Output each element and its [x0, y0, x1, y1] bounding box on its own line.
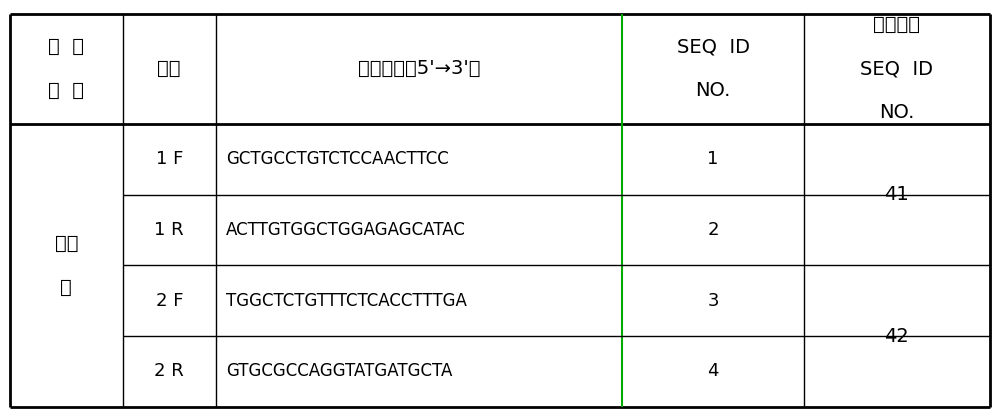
Text: 2: 2 — [707, 221, 719, 239]
Text: 扩  增

引  物: 扩 增 引 物 — [48, 37, 84, 100]
Text: TGGCTCTGTTTCTCACCTTTGA: TGGCTCTGTTTCTCACCTTTGA — [226, 292, 467, 310]
Text: 42: 42 — [885, 327, 909, 346]
Text: 2 F: 2 F — [156, 292, 183, 310]
Text: 类别: 类别 — [158, 59, 181, 78]
Text: ACTTGTGGCTGGAGAGCATAC: ACTTGTGGCTGGAGAGCATAC — [226, 221, 466, 239]
Text: 2 R: 2 R — [154, 362, 184, 381]
Text: 第一

组: 第一 组 — [55, 234, 78, 297]
Text: GTGCGCCAGGTATGATGCTA: GTGCGCCAGGTATGATGCTA — [226, 362, 452, 381]
Text: 4: 4 — [707, 362, 719, 381]
Text: 扩增产物

SEQ  ID

NO.: 扩增产物 SEQ ID NO. — [860, 15, 933, 122]
Text: 1: 1 — [707, 150, 719, 168]
Text: 41: 41 — [885, 185, 909, 204]
Text: 1 R: 1 R — [154, 221, 184, 239]
Text: 1 F: 1 F — [156, 150, 183, 168]
Text: SEQ  ID

NO.: SEQ ID NO. — [677, 37, 750, 100]
Text: 引物序列（5'→3'）: 引物序列（5'→3'） — [358, 59, 480, 78]
Text: 3: 3 — [707, 292, 719, 310]
Text: GCTGCCTGTCTCCAACTTCC: GCTGCCTGTCTCCAACTTCC — [226, 150, 449, 168]
